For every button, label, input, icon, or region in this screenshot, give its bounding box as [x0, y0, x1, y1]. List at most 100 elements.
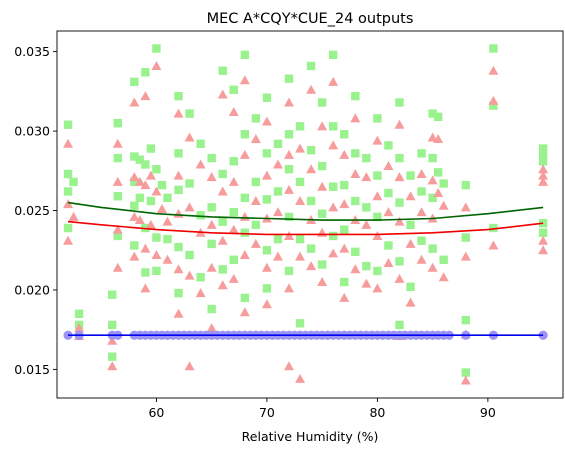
x-tick-label: 70	[259, 405, 275, 420]
triangle-point	[438, 200, 449, 210]
triangle-point	[433, 134, 444, 144]
square-point	[384, 141, 393, 150]
triangle-point	[317, 121, 328, 131]
square-point	[108, 320, 117, 330]
square-point	[373, 171, 382, 180]
square-point	[284, 266, 294, 276]
square-point	[273, 187, 283, 196]
triangle-point	[228, 224, 239, 234]
square-point	[251, 220, 261, 230]
square-point	[433, 112, 443, 121]
square-point	[152, 266, 161, 276]
triangle-point	[239, 211, 250, 221]
triangle-point	[134, 176, 145, 186]
triangle-point	[63, 199, 74, 209]
square-point	[113, 192, 122, 201]
square-point	[262, 246, 272, 255]
triangle-point	[284, 361, 295, 371]
square-point	[461, 180, 470, 190]
square-point	[461, 233, 470, 242]
square-point	[395, 198, 404, 207]
square-point	[295, 319, 305, 328]
triangle-point	[63, 138, 74, 148]
triangle-point	[239, 250, 250, 260]
triangle-point	[173, 308, 184, 318]
square-point	[362, 261, 371, 271]
square-point	[152, 233, 161, 242]
square-point	[174, 185, 183, 195]
square-point	[433, 168, 443, 177]
triangle-point	[394, 119, 405, 129]
fit-line	[67, 201, 544, 221]
square-point	[141, 160, 150, 169]
triangle-point	[328, 248, 339, 258]
triangle-point	[151, 186, 162, 196]
square-point	[207, 304, 216, 314]
data-points	[63, 44, 549, 385]
square-point	[196, 211, 205, 220]
square-point	[351, 149, 360, 158]
triangle-point	[173, 208, 184, 218]
square-point	[218, 66, 227, 75]
square-point	[240, 193, 250, 203]
square-point	[284, 130, 294, 139]
square-point	[395, 98, 404, 107]
x-axis-label: Relative Humidity (%)	[242, 429, 379, 444]
square-point	[63, 120, 73, 129]
square-point	[218, 217, 227, 226]
triangle-point	[488, 240, 499, 250]
square-point	[240, 50, 250, 60]
square-point	[108, 290, 117, 299]
triangle-point	[184, 270, 195, 280]
triangle-point	[284, 184, 295, 194]
square-point	[317, 260, 327, 269]
triangle-point	[239, 75, 250, 85]
square-point	[251, 114, 261, 123]
triangle-point	[306, 84, 317, 94]
square-point	[163, 234, 172, 244]
triangle-point	[250, 238, 261, 248]
triangle-point	[538, 176, 549, 186]
square-point	[351, 196, 360, 206]
triangle-point	[460, 202, 471, 212]
triangle-point	[261, 170, 272, 180]
square-point	[317, 161, 327, 171]
triangle-point	[339, 149, 350, 159]
square-point	[295, 234, 305, 244]
x-tick-label: 80	[369, 405, 385, 420]
square-point	[489, 101, 498, 110]
square-point	[538, 228, 548, 237]
square-point	[185, 250, 194, 260]
triangle-point	[217, 186, 228, 196]
square-point	[538, 150, 548, 160]
triangle-point	[416, 168, 427, 178]
triangle-point	[383, 161, 394, 171]
square-point	[113, 231, 122, 241]
triangle-point	[350, 168, 361, 178]
square-point	[306, 145, 316, 155]
triangle-point	[129, 211, 140, 221]
square-point	[163, 193, 172, 203]
square-point	[262, 195, 272, 204]
square-point	[340, 180, 349, 190]
triangle-point	[217, 89, 228, 99]
triangle-point	[261, 262, 272, 272]
y-tick-label: 0.035	[14, 44, 50, 59]
triangle-point	[361, 219, 372, 229]
triangle-point	[239, 149, 250, 159]
square-point	[218, 169, 227, 179]
square-point	[340, 130, 349, 139]
square-point	[317, 98, 327, 107]
square-point	[329, 50, 338, 60]
y-tick-label: 0.020	[14, 282, 50, 297]
triangle-point	[339, 243, 350, 253]
square-point	[439, 255, 448, 264]
triangle-point	[405, 238, 416, 248]
triangle-point	[206, 323, 217, 333]
triangle-point	[195, 288, 206, 298]
square-point	[284, 212, 294, 222]
square-point	[152, 165, 161, 174]
square-point	[439, 179, 448, 188]
square-point	[273, 234, 283, 244]
triangle-point	[306, 261, 317, 271]
